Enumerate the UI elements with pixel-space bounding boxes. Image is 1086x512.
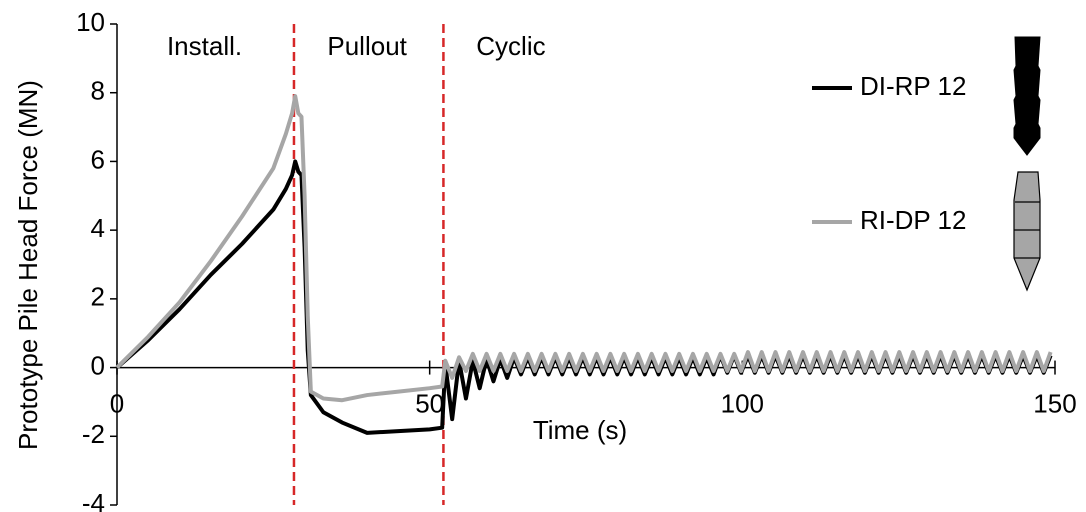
x-tick-label: 100 xyxy=(721,388,764,418)
y-tick-label: 4 xyxy=(91,213,105,243)
y-tick-label: 10 xyxy=(76,7,105,37)
y-tick-label: 6 xyxy=(91,144,105,174)
x-tick-label: 50 xyxy=(415,388,444,418)
legend-label: DI-RP 12 xyxy=(860,71,966,101)
legend-label: RI-DP 12 xyxy=(860,205,966,235)
phase-label: Cyclic xyxy=(476,31,545,61)
y-tick-label: 0 xyxy=(91,350,105,380)
y-tick-label: -2 xyxy=(82,419,105,449)
y-axis-label: Prototype Pile Head Force (MN) xyxy=(13,80,43,450)
phase-label: Pullout xyxy=(327,31,407,61)
y-tick-label: -4 xyxy=(82,488,105,512)
x-axis-label: Time (s) xyxy=(533,415,627,445)
y-tick-label: 2 xyxy=(91,282,105,312)
pile-icon-gray xyxy=(1013,171,1041,292)
x-tick-label: 0 xyxy=(110,388,124,418)
phase-label: Install. xyxy=(167,31,242,61)
series-line xyxy=(115,159,1053,435)
x-tick-label: 150 xyxy=(1033,388,1076,418)
pile-icon-black xyxy=(1013,36,1041,156)
y-tick-label: 8 xyxy=(91,76,105,106)
series-line xyxy=(115,94,1053,403)
